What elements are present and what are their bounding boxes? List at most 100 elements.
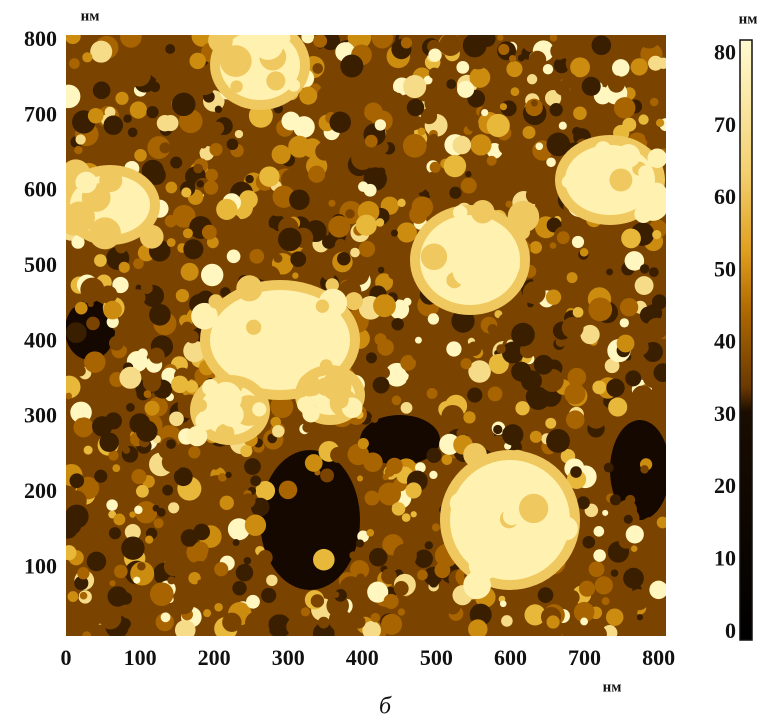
grain (640, 465, 649, 474)
grain (313, 548, 335, 571)
grain (619, 298, 639, 317)
grain (510, 87, 520, 97)
grain (273, 604, 284, 615)
grain (328, 199, 336, 207)
grain (482, 184, 491, 194)
grain (406, 378, 414, 386)
grain (550, 42, 568, 60)
grain (638, 165, 653, 180)
grain (487, 323, 498, 335)
grain (439, 35, 462, 56)
grain (172, 204, 196, 228)
grain (226, 249, 241, 264)
grain (634, 204, 653, 224)
grain (226, 138, 239, 151)
grain (452, 205, 468, 220)
dark-region (66, 300, 115, 360)
grain (108, 510, 117, 519)
grain (315, 299, 330, 313)
grain (466, 119, 479, 132)
grain (299, 86, 318, 105)
grain (611, 59, 630, 77)
grain (193, 523, 211, 541)
grain (414, 549, 433, 568)
grain (337, 251, 351, 266)
grain (317, 616, 330, 629)
grain (567, 367, 587, 387)
dark-region (360, 415, 440, 465)
grain (630, 58, 648, 76)
grain (266, 574, 278, 587)
grain (401, 513, 411, 522)
grain (127, 63, 151, 87)
grain (533, 354, 554, 375)
grain (525, 186, 544, 205)
grain (503, 189, 510, 196)
grain (182, 228, 193, 239)
grain (605, 608, 624, 626)
grain (572, 126, 582, 137)
grain (469, 451, 485, 466)
grain (75, 134, 86, 145)
grain (596, 52, 610, 66)
grain (572, 306, 584, 318)
grain (415, 462, 426, 473)
grain (74, 145, 83, 155)
grain (441, 454, 453, 465)
grain (639, 264, 650, 274)
grain (137, 561, 146, 571)
grain (602, 518, 611, 527)
grain (292, 272, 299, 279)
grain (302, 405, 320, 423)
grain (623, 514, 633, 524)
grain (149, 303, 171, 326)
grain (109, 335, 124, 351)
grain (561, 175, 575, 189)
colorbar-tick-label: 60 (714, 184, 736, 209)
grain (478, 404, 492, 419)
colorbar-tick-label: 80 (714, 40, 736, 65)
grain (302, 422, 313, 433)
grain (273, 253, 283, 263)
grain (426, 447, 442, 463)
grain (621, 228, 641, 249)
grain (625, 319, 644, 338)
grain (312, 622, 335, 636)
grain (340, 54, 364, 78)
x-tick-label: 100 (124, 645, 157, 670)
grain (234, 129, 244, 139)
grain (206, 583, 227, 604)
grain (544, 90, 562, 107)
grain (505, 200, 513, 208)
grain (526, 74, 538, 85)
grain (261, 587, 277, 603)
grain (624, 251, 645, 271)
grain (103, 300, 122, 320)
grain (106, 499, 118, 511)
grain (191, 302, 218, 330)
grain (651, 409, 661, 418)
grain (312, 63, 324, 74)
grain (250, 497, 270, 517)
grain (300, 607, 310, 617)
grain (131, 469, 147, 485)
grain (66, 84, 81, 109)
grain (133, 576, 141, 584)
grain (92, 81, 111, 100)
grain (252, 35, 284, 60)
grain (192, 541, 209, 558)
grain (175, 288, 190, 303)
x-tick-label: 500 (420, 645, 453, 670)
grain (82, 52, 93, 63)
grain (593, 549, 606, 562)
y-tick-label: 300 (24, 403, 57, 428)
grain (610, 569, 619, 577)
grain (82, 631, 92, 636)
grain (87, 107, 104, 124)
grain (492, 83, 508, 98)
grain (618, 40, 637, 60)
y-unit: нм (81, 8, 100, 24)
y-tick-label: 700 (24, 101, 57, 126)
grain (493, 252, 520, 279)
grain (188, 572, 201, 585)
